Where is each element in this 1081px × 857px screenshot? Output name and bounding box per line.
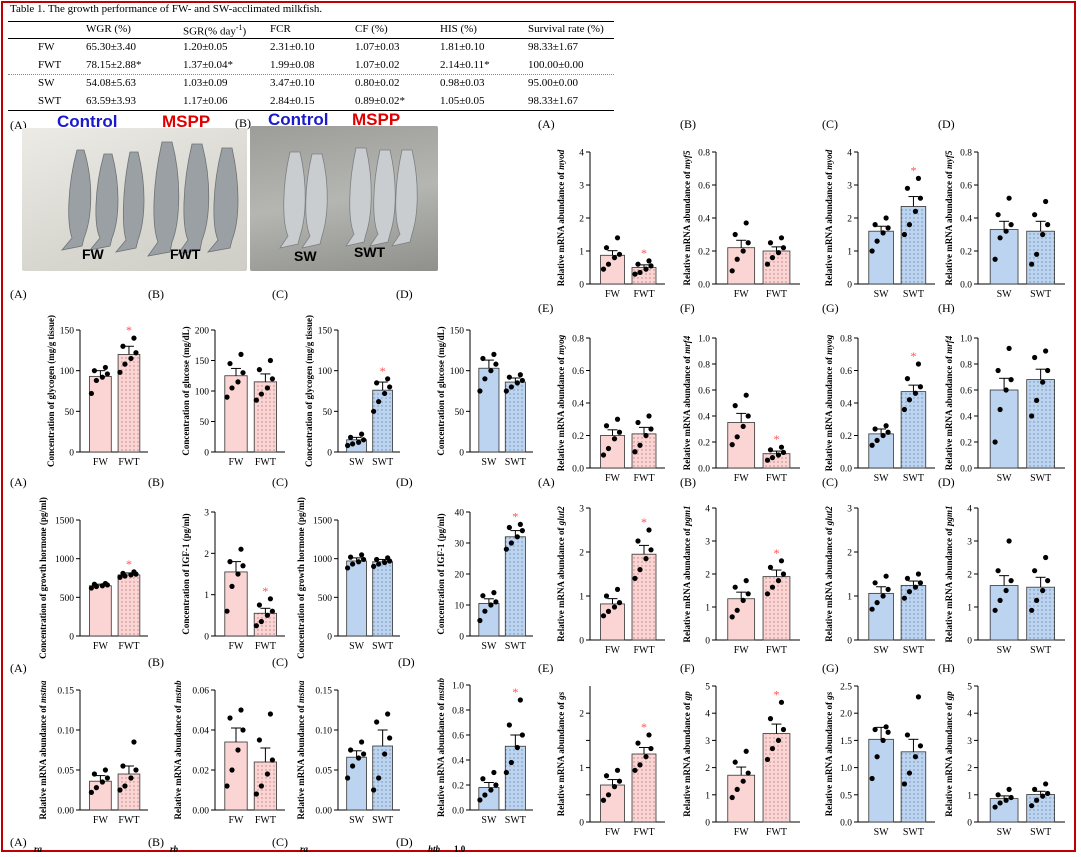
photo-b-mspp-label: MSPP [352, 110, 401, 129]
table-cell: 100.00±0.00 [528, 59, 584, 71]
table-cell: 95.00±0.00 [528, 77, 579, 89]
table-cell: 1.17±0.06 [183, 95, 228, 107]
photo-b-control-label: Control [268, 110, 329, 129]
table-caption: Table 1. The growth performance of FW- a… [10, 3, 323, 15]
table-cell: 1.81±0.10 [440, 41, 485, 53]
table-cell: 1.05±0.05 [440, 95, 485, 107]
photo-a-control-label: Control [57, 112, 118, 131]
table-rule-top [8, 21, 614, 22]
photo-sw-label: SW [294, 248, 317, 264]
table-cell: 78.15±2.88* [86, 59, 142, 71]
table-cell: 0.89±0.02* [355, 95, 406, 107]
table-header-cell: CF (%) [355, 23, 388, 35]
photo-fwt-label: FWT [170, 246, 201, 262]
table-cell: 2.14±0.11* [440, 59, 490, 71]
photo-b-label: (B) [235, 116, 251, 130]
table-cell: 1.37±0.04* [183, 59, 234, 71]
photo-sw-fish: SW SWT [250, 126, 438, 271]
table-row-group: SWT [38, 95, 62, 107]
table-cell: 54.08±5.63 [86, 77, 137, 89]
table-cell: 2.84±0.15 [270, 95, 315, 107]
table-header-cell: FCR [270, 23, 291, 35]
photo-fw-label: FW [82, 246, 104, 262]
table-cell: 1.20±0.05 [183, 41, 228, 53]
table-row-group: SW [38, 77, 55, 89]
table-cell: 1.07±0.03 [355, 41, 400, 53]
table-header-cell: Survival rate (%) [528, 23, 604, 35]
table-cell: 3.47±0.10 [270, 77, 315, 89]
photo-a-mspp-label: MSPP [162, 112, 211, 131]
table-row-group: FWT [38, 59, 62, 71]
table-cell: 63.59±3.93 [86, 95, 137, 107]
table-cell: 2.31±0.10 [270, 41, 315, 53]
photo-fw-fish: FW FWT [22, 128, 247, 271]
table-cell: 1.07±0.02 [355, 59, 400, 71]
table-header-cell: HIS (%) [440, 23, 477, 35]
table-rule-head [8, 38, 614, 39]
table-rule-bottom [8, 110, 614, 111]
table-cell: 98.33±1.67 [528, 95, 579, 107]
table-cell: 1.99±0.08 [270, 59, 315, 71]
table-cell: 98.33±1.67 [528, 41, 579, 53]
photo-swt-label: SWT [354, 244, 386, 260]
table-cell: 0.98±0.03 [440, 77, 485, 89]
table-cell: 1.03±0.09 [183, 77, 228, 89]
table-header-cell: WGR (%) [86, 23, 131, 35]
table-header-cell: SGR(% day-1) [183, 23, 247, 38]
table-rule-mid [8, 74, 614, 75]
table-row-group: FW [38, 41, 55, 53]
table-cell: 65.30±3.40 [86, 41, 137, 53]
table-cell: 0.80±0.02 [355, 77, 400, 89]
